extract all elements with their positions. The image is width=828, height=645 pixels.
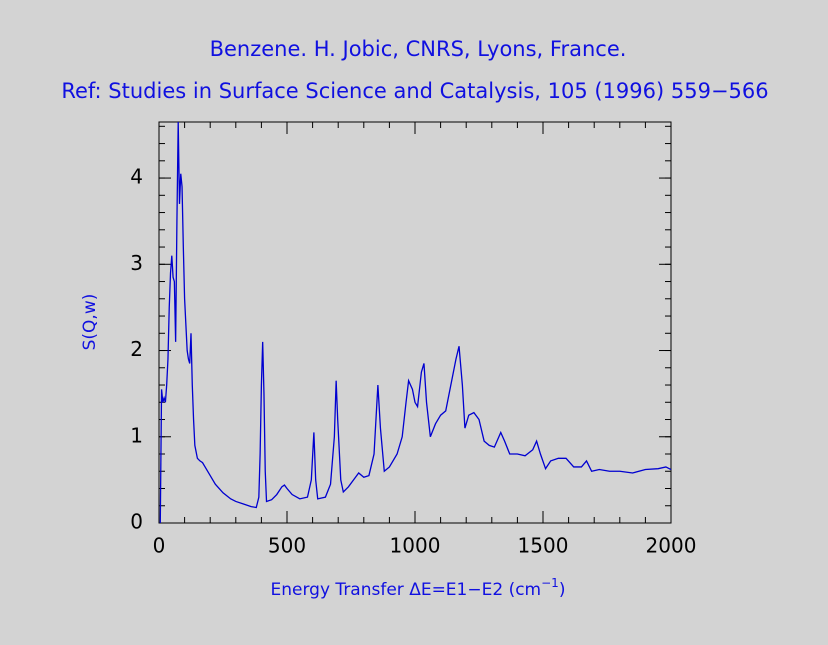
- x-tick-label: 2000: [646, 534, 697, 558]
- y-tick-label: 1: [130, 423, 143, 447]
- x-tick-label: 500: [268, 534, 306, 558]
- y-tick-label: 2: [130, 337, 143, 361]
- x-label-sup: −1: [541, 576, 559, 590]
- x-tick-label: 1500: [518, 534, 569, 558]
- chart-subtitle: Ref: Studies in Surface Science and Cata…: [61, 79, 768, 103]
- plot-frame: [158, 121, 672, 524]
- y-axis-label: S(Q,w): [80, 294, 100, 351]
- chart-title: Benzene. H. Jobic, CNRS, Lyons, France.: [210, 37, 627, 61]
- y-tick-label: 3: [130, 251, 143, 275]
- x-tick-label: 1000: [390, 534, 441, 558]
- y-tick-label: 0: [130, 510, 143, 534]
- spectrum-line: [159, 121, 672, 524]
- y-tick-label: 4: [130, 165, 143, 189]
- x-label-end: ): [559, 580, 566, 600]
- x-label-text: Energy Transfer ΔE=E1−E2 (cm: [271, 580, 542, 600]
- x-axis-label: Energy Transfer ΔE=E1−E2 (cm−1): [271, 576, 566, 601]
- x-tick-label: 0: [153, 534, 166, 558]
